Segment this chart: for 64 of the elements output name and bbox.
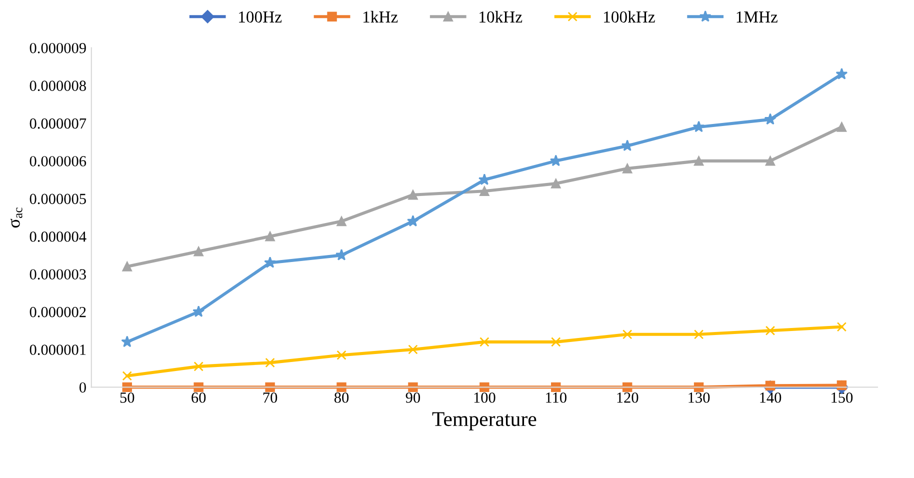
y-tick-label: 0.000002 xyxy=(30,306,86,318)
y-tick-label: 0.000003 xyxy=(30,269,86,280)
x-tick-label: 130 xyxy=(688,392,710,403)
point xyxy=(836,122,847,132)
point xyxy=(406,215,419,226)
x-tick-label: 70 xyxy=(263,392,278,403)
y-tick-label: 0.000008 xyxy=(30,80,86,92)
y-tick-label: 0.000005 xyxy=(30,194,86,204)
y-axis-title: σ$_{ac}$ xyxy=(10,208,22,228)
point xyxy=(265,231,275,242)
point xyxy=(265,382,275,392)
point xyxy=(194,246,204,256)
point xyxy=(192,306,205,317)
legend-label: 1MHz xyxy=(736,11,778,22)
point xyxy=(336,350,346,360)
y-tick-label: 0.000007 xyxy=(30,118,86,129)
point xyxy=(265,358,275,368)
x-tick-label: 60 xyxy=(192,392,206,403)
x-tick-label: 140 xyxy=(760,392,782,403)
point xyxy=(692,120,705,132)
point xyxy=(122,371,132,381)
y-tick-label: 0.000006 xyxy=(30,156,86,166)
point xyxy=(480,382,490,392)
point xyxy=(622,330,632,340)
legend-label: 10kHz xyxy=(480,10,522,23)
legend-label: 1kHz xyxy=(363,10,398,22)
point xyxy=(264,256,276,268)
point xyxy=(622,164,632,174)
y-tick-label: 0.000009 xyxy=(30,42,86,54)
point xyxy=(122,262,132,272)
point xyxy=(408,382,418,392)
point xyxy=(408,344,418,354)
point xyxy=(621,140,634,152)
x-tick-label: 150 xyxy=(832,392,853,403)
point xyxy=(336,216,346,226)
y-tick-label: 0 xyxy=(79,382,86,393)
point xyxy=(694,156,704,166)
point xyxy=(764,113,776,125)
x-tick-label: 110 xyxy=(546,392,566,403)
point xyxy=(836,68,848,80)
point xyxy=(336,382,346,392)
point xyxy=(480,337,490,347)
point xyxy=(694,330,704,340)
point xyxy=(480,186,490,196)
y-tick-label: 0.000001 xyxy=(30,344,86,355)
point xyxy=(551,337,561,347)
point xyxy=(551,178,561,188)
point xyxy=(336,248,348,260)
point xyxy=(765,156,776,166)
y-tick-label: 0.000004 xyxy=(30,231,86,242)
x-tick-label: 80 xyxy=(334,392,349,403)
point xyxy=(121,336,134,348)
x-tick-label: 120 xyxy=(617,392,638,403)
x-axis-title: Temperature xyxy=(432,412,536,430)
x-tick-label: 90 xyxy=(406,392,420,403)
x-tick-label: 100 xyxy=(474,392,496,403)
point xyxy=(765,326,776,336)
point xyxy=(836,322,847,332)
point xyxy=(408,190,418,200)
point xyxy=(194,382,204,392)
legend-label: 100Hz xyxy=(239,11,282,23)
point xyxy=(194,362,204,372)
x-tick-label: 50 xyxy=(120,392,134,403)
legend-label: 100kHz xyxy=(604,10,655,23)
